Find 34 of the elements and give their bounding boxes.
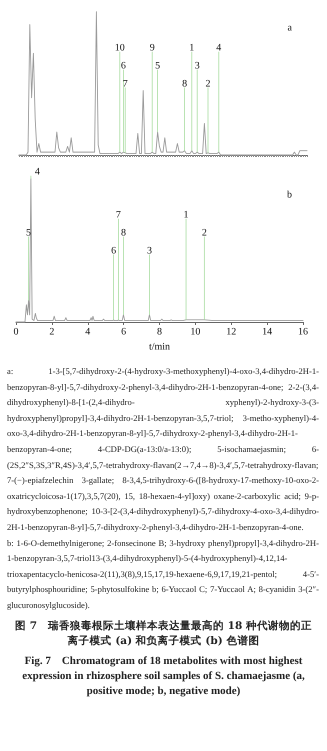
annotation: 8 — [182, 78, 188, 90]
x-tick-label: 0 — [14, 326, 18, 338]
annotation: 8 — [120, 228, 126, 239]
annotation: 10 — [114, 42, 125, 54]
x-tick-label: 10 — [190, 326, 200, 338]
annotation: 4 — [216, 42, 222, 54]
x-tick-label: 14 — [262, 326, 272, 338]
x-tick-label: 16 — [298, 326, 308, 338]
text: a: 1-3-[5,7-dihydroxy-2-(4-hydroxy-3-methoxyphenyl)-4-oxo-3,4-dihydro-2H-1-benzopyran-8-yl]-5,7-dihydroxy-2-phenyl-3,4-dihydro-2H-1-benzopyran-4-one; 2-2-(3,4-dihydroxyphenyl)-8-[1-(2,4-dihydro- xyphenyl)-2-hydroxy-3-(3-hydroxyphenyl)propyl]-3,4-dihydro-2H-1-benzopyran-3,5,7-triol; 3-metho-xyphenyl)-4-oxo-3,4-dihydro-2H-1-benzopyran-8-yl]-5,7-dihydroxy-2-phenyl-3,4-dihydro-2H-1-benzopyran-4-one; 4-CDP-DG(a-13:0/a-13:0); 5-isochamaejasmin; 6-(2S,2″S,3S,3″R,4S)-3,4′,5,7-tetrahydroxy-flavan(2→7,4→8)-3,4′,5,7-tetrahydroxy-flavan; 7-(−)-epiafzelechin 3-gallate; 8-3,4,5-trihydroxy-6-([8-hydroxy-17-methoxy-10-oxo-2-oxatricycloicosa-1(17),3,5,7(20), 15, 18-hexaen-4-yl]oxy) oxane-2-carboxylic acid; 9-p-hydroxybenzophenone; 10-3-[2-(3,4-dihydroxyphenyl)-5,7-dihydroxy-4-oxo-3,4-dihydro-2H-1-benzopyran-8-yl]-5,7-dihydroxy-2-phenyl-3,4-dihydro-2H-1-benzopyran-4-one. — [7, 366, 319, 532]
x-tick-label: 8 — [157, 326, 162, 338]
annotation: 2 — [206, 78, 210, 90]
x-tick-label: 2 — [49, 326, 54, 338]
text: a — [288, 22, 293, 34]
annotation: 7 — [116, 210, 121, 221]
annotation: 3 — [146, 245, 152, 256]
annotation: 5 — [26, 228, 32, 239]
annotation: 4 — [34, 166, 40, 178]
caption: Fig. 7 Chromatogram of 18 metabolites with most highest expression in rhizosphere soil samples of S. chamaejasme (a, positive mode; b, negative mode) — [21, 654, 306, 698]
annotation: 9 — [150, 42, 155, 54]
annotation: 1 — [189, 42, 194, 54]
text: b — [287, 190, 292, 200]
x-axis-title: t/min — [148, 341, 170, 352]
x-tick-label: 6 — [121, 326, 126, 338]
annotation: 2 — [202, 228, 207, 239]
annotation: 6 — [111, 245, 116, 256]
x-tick-label: 4 — [85, 326, 90, 338]
annotation: 6 — [120, 60, 126, 72]
annotation: 1 — [184, 210, 189, 221]
annotation: 5 — [155, 60, 160, 72]
annotation: 7 — [122, 78, 128, 90]
text: b: 1-6-O-demethylnigerone; 2-fonsecinone B; 3-hydroxy phenyl)propyl]-3,4-dihydro-2H-1-benzopyran-3,5,7-triol13-(3,4-dihydroxyphenyl)-5-(4-hydroxyphenyl)-4,12,14-trioxapentacyclo-henicosa-2(11),3(8),9,15,17,19-hexaene-6,9,17,19,21-pentol; 4-5′-butyrylphosphouridine; 5-phytosulfokine b; 6-Yuccaol C; 7-Yuccaol A; 8-cyanidin 3-(2″-glucuronosylglucoside). — [6, 536, 320, 612]
x-tick-label: 12 — [226, 326, 236, 338]
annotation: 3 — [194, 60, 200, 72]
caption: 图 7 瑞香狼毒根际土壤样本表达量最高的 18 种代谢物的正离子模式 (a) 和负离子模式 (b) 色谱图 — [14, 618, 313, 648]
